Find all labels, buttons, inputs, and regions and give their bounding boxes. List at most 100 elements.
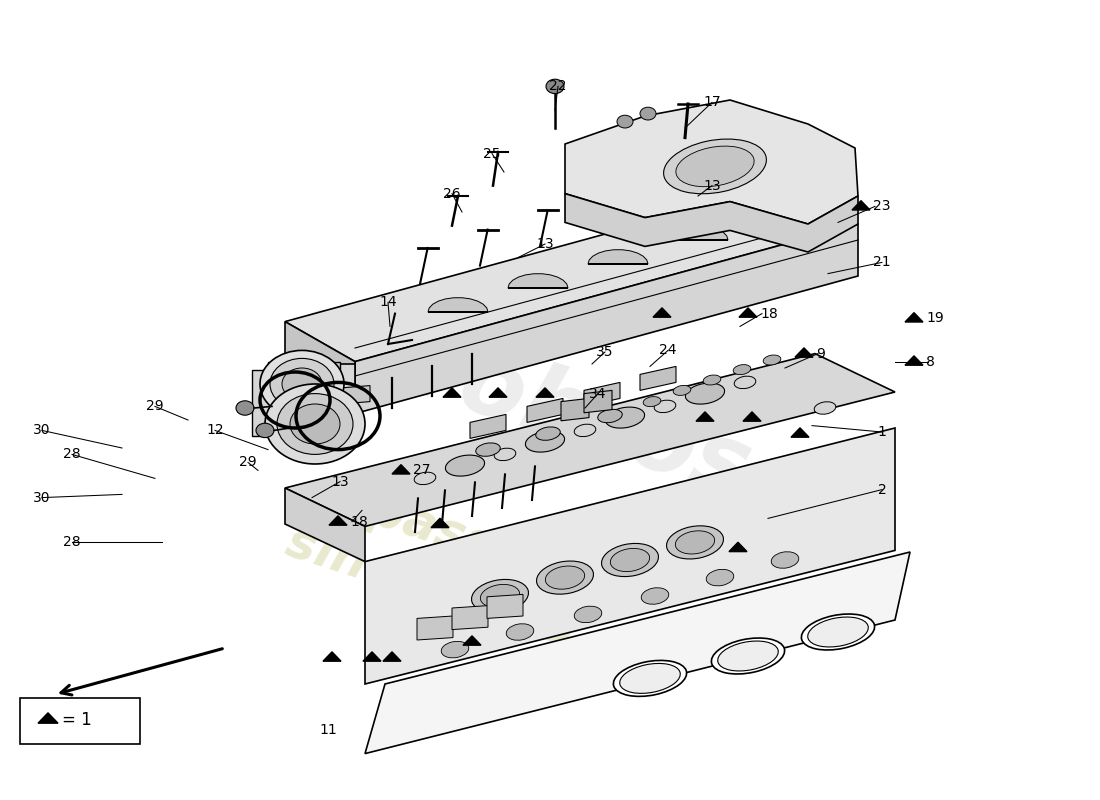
Text: 30: 30 <box>33 490 51 505</box>
Polygon shape <box>640 366 676 390</box>
Text: 8: 8 <box>926 354 935 369</box>
Text: 17: 17 <box>703 95 720 110</box>
Ellipse shape <box>675 531 715 554</box>
Ellipse shape <box>734 365 751 374</box>
Text: 13: 13 <box>331 474 349 489</box>
Polygon shape <box>365 552 910 754</box>
Polygon shape <box>791 428 808 437</box>
Polygon shape <box>508 274 568 288</box>
Polygon shape <box>584 382 620 406</box>
Ellipse shape <box>614 661 686 696</box>
Text: 26: 26 <box>443 186 461 201</box>
Text: = 1: = 1 <box>62 711 91 729</box>
Text: 9: 9 <box>816 346 825 361</box>
Circle shape <box>290 404 340 444</box>
Text: 11: 11 <box>319 722 337 737</box>
Polygon shape <box>490 388 507 397</box>
Polygon shape <box>285 354 895 526</box>
Ellipse shape <box>506 624 534 640</box>
Polygon shape <box>905 356 923 365</box>
Polygon shape <box>561 398 588 421</box>
Ellipse shape <box>446 455 485 476</box>
Circle shape <box>236 401 254 415</box>
Polygon shape <box>742 412 761 421</box>
Polygon shape <box>905 313 923 322</box>
Ellipse shape <box>675 146 755 186</box>
Ellipse shape <box>574 424 596 437</box>
Text: 29: 29 <box>146 399 164 414</box>
Text: 18: 18 <box>760 306 778 321</box>
Polygon shape <box>696 412 714 421</box>
Polygon shape <box>584 390 612 413</box>
Polygon shape <box>463 636 481 645</box>
Ellipse shape <box>706 570 734 586</box>
Text: 28: 28 <box>63 535 80 550</box>
Text: 34: 34 <box>590 386 607 401</box>
Circle shape <box>640 107 656 120</box>
Ellipse shape <box>536 427 560 440</box>
Ellipse shape <box>441 642 469 658</box>
Ellipse shape <box>667 526 724 559</box>
Text: 30: 30 <box>33 423 51 438</box>
Ellipse shape <box>610 549 650 571</box>
Text: 25: 25 <box>483 146 500 161</box>
Polygon shape <box>443 388 461 397</box>
Text: 23: 23 <box>873 199 891 214</box>
Text: 35: 35 <box>596 345 614 359</box>
Polygon shape <box>329 516 346 526</box>
Polygon shape <box>428 298 488 312</box>
Polygon shape <box>565 194 858 252</box>
Polygon shape <box>288 364 355 412</box>
Ellipse shape <box>472 579 528 613</box>
Polygon shape <box>285 184 858 362</box>
Polygon shape <box>452 606 488 630</box>
Ellipse shape <box>602 543 659 577</box>
Polygon shape <box>852 201 870 210</box>
Ellipse shape <box>415 472 436 485</box>
Circle shape <box>256 423 274 438</box>
Polygon shape <box>285 488 365 562</box>
Circle shape <box>270 358 334 410</box>
Ellipse shape <box>481 585 519 607</box>
Ellipse shape <box>717 641 779 671</box>
Polygon shape <box>729 542 747 552</box>
Ellipse shape <box>644 397 661 406</box>
Polygon shape <box>653 308 671 317</box>
Text: 14: 14 <box>379 295 397 310</box>
Polygon shape <box>536 388 554 397</box>
Text: 22: 22 <box>549 79 566 94</box>
Text: eurobros: eurobros <box>278 282 761 518</box>
Ellipse shape <box>537 561 594 594</box>
Ellipse shape <box>597 410 623 422</box>
Ellipse shape <box>685 383 725 404</box>
Ellipse shape <box>494 448 516 461</box>
Ellipse shape <box>654 400 675 413</box>
Polygon shape <box>252 370 295 436</box>
Polygon shape <box>340 386 370 404</box>
Polygon shape <box>588 250 648 264</box>
Polygon shape <box>355 224 858 414</box>
Text: 13: 13 <box>536 237 553 251</box>
Ellipse shape <box>802 614 874 650</box>
Text: 24: 24 <box>659 343 676 358</box>
Ellipse shape <box>673 386 691 395</box>
Circle shape <box>260 350 344 418</box>
Polygon shape <box>383 652 402 661</box>
Text: 28: 28 <box>63 447 80 462</box>
Text: 2: 2 <box>878 482 887 497</box>
Polygon shape <box>739 308 757 317</box>
Ellipse shape <box>619 663 680 694</box>
Polygon shape <box>363 652 381 661</box>
Ellipse shape <box>526 431 564 452</box>
Text: 12: 12 <box>206 423 223 438</box>
Ellipse shape <box>814 402 836 414</box>
Text: 29: 29 <box>239 455 256 470</box>
Polygon shape <box>323 652 341 661</box>
Polygon shape <box>470 414 506 438</box>
Polygon shape <box>417 616 453 640</box>
Ellipse shape <box>771 552 799 568</box>
Polygon shape <box>487 594 522 618</box>
Ellipse shape <box>663 139 767 194</box>
Polygon shape <box>527 398 563 422</box>
Ellipse shape <box>546 566 585 589</box>
